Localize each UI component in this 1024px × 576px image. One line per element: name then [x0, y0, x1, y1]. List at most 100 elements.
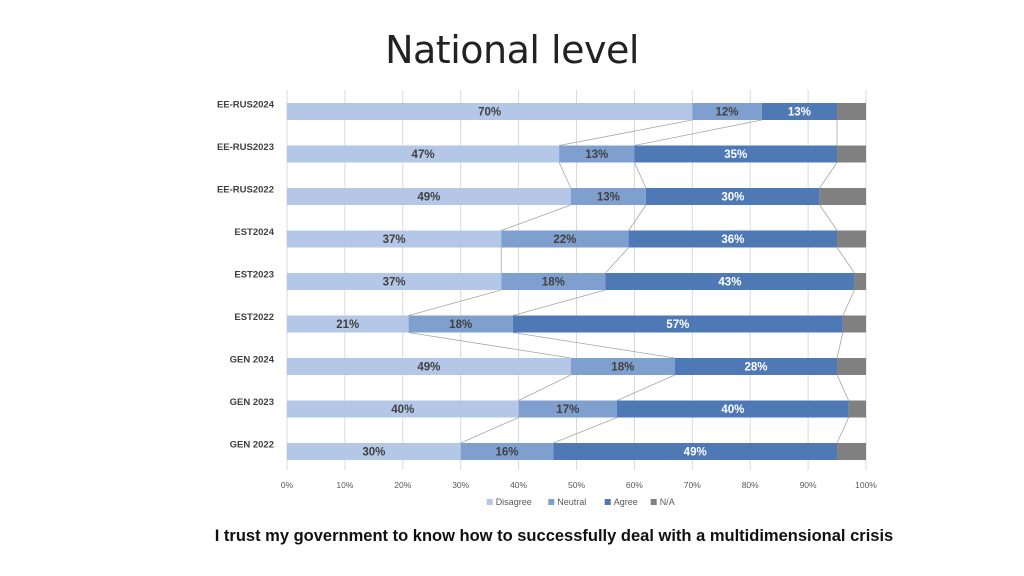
data-label: 70%: [478, 107, 501, 119]
x-tick-label: 60%: [626, 480, 643, 490]
data-label: 37%: [383, 277, 406, 289]
value-axis-tick-labels: 0% 10% 20% 30% 40% 50% 60% 70% 80% 90% 100%: [281, 480, 877, 490]
series-line: [836, 332, 844, 359]
chart-caption: I trust my government to know how to suc…: [214, 527, 894, 545]
legend-entry: Agree: [614, 497, 638, 507]
series-line: [842, 289, 855, 316]
x-tick-label: 0%: [281, 480, 294, 490]
data-label: 43%: [718, 277, 741, 289]
category-label: GEN 2023: [230, 397, 274, 408]
data-label: 40%: [391, 404, 414, 416]
data-label: 13%: [597, 192, 620, 204]
category-label: EE-RUS2022: [217, 185, 274, 196]
series-line: [819, 162, 838, 189]
chart-bars: [287, 103, 866, 460]
category-axis-labels: EE-RUS2024 EE-RUS2023 EE-RUS2022 EST2024 EST…: [217, 100, 275, 451]
bar-segment: [287, 400, 519, 418]
bar-segment: [628, 230, 838, 248]
x-tick-label: 10%: [336, 480, 353, 490]
bar-segment: [848, 400, 866, 418]
data-label: 49%: [417, 362, 440, 374]
bar-segment: [819, 188, 866, 205]
bar-segment: [287, 273, 502, 290]
data-label: 16%: [496, 447, 519, 459]
legend-swatch: [604, 499, 611, 505]
bar-segment: [842, 315, 866, 333]
legend-swatch: [548, 499, 555, 505]
data-label: 40%: [721, 404, 744, 416]
x-tick-label: 90%: [800, 480, 817, 490]
data-label: 49%: [417, 192, 440, 204]
data-labels: 70% 12% 13% 47% 13% 35% 49% 13% 30% 37% 22% 36% 37% 1…: [336, 107, 811, 459]
data-label: 37%: [383, 234, 406, 246]
bar-segment: [287, 315, 409, 333]
data-label: 17%: [556, 404, 579, 416]
chart-legend: Disagree Neutral Agree N/A: [486, 497, 675, 507]
series-line: [634, 162, 647, 189]
bar-segment: [501, 273, 606, 290]
bar-segment: [460, 443, 554, 460]
x-tick-label: 100%: [855, 480, 877, 490]
bar-segment: [837, 145, 866, 163]
data-label: 12%: [716, 107, 739, 119]
category-label: EST2023: [234, 270, 274, 281]
bar-segment: [287, 103, 693, 120]
bar-segment: [512, 315, 843, 333]
bar-segment: [837, 358, 866, 375]
category-label: EST2022: [234, 312, 274, 323]
bar-segment: [837, 443, 866, 460]
bar-segment: [854, 273, 866, 290]
legend-entry: Neutral: [557, 497, 586, 507]
bar-segment: [501, 230, 629, 248]
series-lines: [408, 119, 855, 444]
legend-entry: N/A: [660, 497, 675, 507]
data-label: 47%: [412, 149, 435, 161]
bar-segment: [761, 103, 838, 120]
data-label: 18%: [611, 362, 634, 374]
series-line: [634, 119, 762, 146]
x-tick-label: 70%: [684, 480, 701, 490]
bar-segment: [518, 400, 618, 418]
x-tick-label: 30%: [452, 480, 469, 490]
bar-segment: [634, 145, 838, 163]
series-line: [408, 289, 502, 316]
series-line: [836, 247, 855, 274]
bar-segment: [287, 230, 502, 248]
category-label: EE-RUS2024: [217, 100, 275, 111]
series-line: [819, 204, 838, 231]
series-line: [501, 204, 571, 231]
data-label: 49%: [684, 447, 707, 459]
category-label: EE-RUS2023: [217, 142, 274, 153]
series-line: [616, 374, 676, 401]
legend-swatch: [486, 499, 493, 505]
data-label: 13%: [788, 107, 811, 119]
data-label: 28%: [744, 362, 767, 374]
bar-segment: [287, 145, 560, 163]
series-line: [512, 332, 675, 359]
bar-segment: [837, 230, 866, 248]
x-tick-label: 20%: [394, 480, 411, 490]
data-label: 35%: [724, 149, 747, 161]
bar-segment: [570, 358, 675, 375]
series-line: [605, 247, 629, 274]
bar-segment: [692, 103, 762, 120]
x-tick-label: 50%: [568, 480, 585, 490]
bar-segment: [645, 188, 820, 205]
series-line: [628, 204, 647, 231]
slide-title: National level: [385, 28, 639, 72]
series-line: [460, 417, 519, 444]
legend-entry: Disagree: [496, 497, 532, 507]
data-label: 21%: [336, 319, 359, 331]
bar-segment: [570, 188, 646, 205]
bar-segment: [408, 315, 513, 333]
series-line: [836, 374, 849, 401]
legend-swatch: [650, 499, 657, 505]
series-line: [553, 417, 618, 444]
bar-segment: [559, 145, 635, 163]
data-label: 18%: [449, 319, 472, 331]
category-label: GEN 2024: [230, 355, 275, 366]
bar-segment: [553, 443, 838, 460]
bar-segment: [605, 273, 855, 290]
bar-segment: [617, 400, 849, 418]
data-label: 30%: [362, 447, 385, 459]
